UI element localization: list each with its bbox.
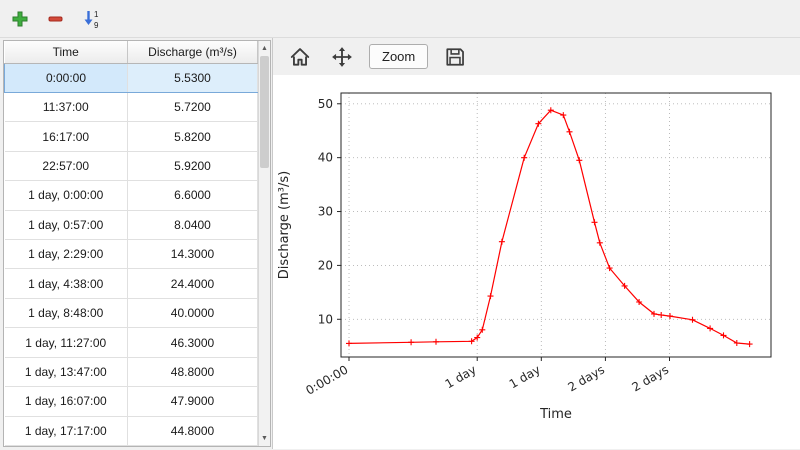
- discharge-cell[interactable]: 40.0000: [127, 298, 258, 329]
- discharge-figure: 0:00:00 1 day 1 day 2 days 2 days 10 20 30 40 50 T…: [273, 75, 800, 449]
- minus-shape: [48, 16, 63, 21]
- up-arrow-icon: ▲: [261, 45, 268, 52]
- table-row[interactable]: 11:37:00 5.7200: [4, 92, 258, 123]
- chart-x-tick-label: 1 day: [443, 362, 479, 391]
- sort-nine-label: 9: [94, 21, 99, 29]
- sort-button[interactable]: 1 9: [78, 5, 106, 33]
- time-cell[interactable]: 22:57:00: [4, 151, 128, 182]
- scrollbar-thumb[interactable]: [260, 56, 269, 168]
- time-cell[interactable]: 1 day, 2:29:00: [4, 239, 128, 270]
- discharge-cell[interactable]: 5.9200: [127, 151, 258, 182]
- chart-frame: [340, 92, 772, 358]
- discharge-cell[interactable]: 14.3000: [127, 239, 258, 270]
- save-figure-button[interactable]: [440, 42, 470, 72]
- chart-y-axis-label: Discharge (m³/s): [277, 171, 292, 279]
- scroll-up-button[interactable]: ▲: [259, 41, 270, 56]
- discharge-cell[interactable]: 5.5300: [127, 62, 258, 93]
- chart-y-tick-label: 40: [318, 151, 333, 165]
- time-cell[interactable]: 11:37:00: [4, 92, 128, 123]
- table-body: 0:00:00 5.5300 11:37:00 5.7200 16:17:00 5.820…: [4, 62, 258, 446]
- plus-icon: [12, 11, 28, 26]
- chart-svg[interactable]: 0:00:00 1 day 1 day 2 days 2 days 10 20 30 40 50 T…: [273, 75, 800, 446]
- discharge-cell[interactable]: 24.4000: [127, 268, 258, 299]
- table-row[interactable]: 1 day, 16:07:00 47.9000: [4, 386, 258, 417]
- chart-x-tick-label: 2 days: [565, 362, 606, 394]
- plot-panel: Zoom 0:00:00 1 day 1 day 2 days 2 days 10 20 30…: [272, 38, 800, 449]
- time-cell[interactable]: 1 day, 4:38:00: [4, 268, 128, 299]
- minus-icon: [48, 16, 63, 21]
- time-cell[interactable]: 0:00:00: [4, 62, 128, 93]
- save-icon: [446, 47, 465, 66]
- timeseries-table-panel: Time Discharge (m³/s) 0:00:00 5.5300 11:37…: [0, 38, 272, 449]
- chart-x-tick-label: 0:00:00: [303, 362, 350, 397]
- table-frame: Time Discharge (m³/s) 0:00:00 5.5300 11:37…: [3, 40, 271, 447]
- table-row[interactable]: 16:17:00 5.8200: [4, 121, 258, 152]
- chart-y-tick-label: 20: [318, 258, 333, 272]
- discharge-cell[interactable]: 8.0400: [127, 210, 258, 241]
- column-header-time[interactable]: Time: [4, 41, 128, 64]
- sort-arrow-head: [84, 19, 93, 25]
- sort-numeric-icon: 1 9: [84, 10, 99, 29]
- discharge-cell[interactable]: 48.8000: [127, 357, 258, 388]
- timeseries-table[interactable]: Time Discharge (m³/s) 0:00:00 5.5300 11:37…: [4, 41, 258, 446]
- table-row[interactable]: 1 day, 13:47:00 48.8000: [4, 357, 258, 388]
- table-row[interactable]: 1 day, 4:38:00 24.4000: [4, 268, 258, 299]
- discharge-cell[interactable]: 47.9000: [127, 386, 258, 417]
- time-cell[interactable]: 1 day, 0:00:00: [4, 180, 128, 211]
- table-row[interactable]: 1 day, 0:57:00 8.0400: [4, 210, 258, 241]
- table-row[interactable]: 1 day, 17:17:00 44.8000: [4, 416, 258, 446]
- scrollbar-track[interactable]: [259, 56, 270, 431]
- table-header-row: Time Discharge (m³/s): [4, 41, 258, 64]
- column-header-discharge[interactable]: Discharge (m³/s): [127, 41, 258, 64]
- discharge-cell[interactable]: 46.3000: [127, 327, 258, 358]
- table-row[interactable]: 22:57:00 5.9200: [4, 151, 258, 182]
- time-cell[interactable]: 1 day, 16:07:00: [4, 386, 128, 417]
- pan-button[interactable]: [327, 42, 357, 72]
- time-cell[interactable]: 1 day, 8:48:00: [4, 298, 128, 329]
- plot-toolbar: Zoom: [273, 38, 800, 75]
- app-toolbar: 1 9: [0, 0, 800, 38]
- time-cell[interactable]: 1 day, 13:47:00: [4, 357, 128, 388]
- table-row[interactable]: 1 day, 11:27:00 46.3000: [4, 327, 258, 358]
- chart-series-line: [348, 109, 750, 345]
- plus-shape: [12, 11, 28, 26]
- chart-x-axis-label: Time: [539, 407, 572, 422]
- time-cell[interactable]: 1 day, 0:57:00: [4, 210, 128, 241]
- zoom-button[interactable]: Zoom: [369, 44, 429, 69]
- home-icon: [290, 47, 310, 66]
- remove-row-button[interactable]: [42, 5, 70, 33]
- chart-markers: [346, 107, 753, 348]
- chart-x-tick-label: 1 day: [507, 362, 543, 391]
- discharge-cell[interactable]: 44.8000: [127, 416, 258, 446]
- chart-x-tick-label: 2 days: [630, 362, 671, 394]
- sort-one-label: 1: [94, 10, 99, 19]
- scroll-down-button[interactable]: ▼: [259, 431, 270, 446]
- home-view-button[interactable]: [285, 42, 315, 72]
- table-scrollbar[interactable]: ▲ ▼: [258, 41, 270, 446]
- pan-icon: [332, 46, 352, 67]
- chart-y-tick-label: 50: [318, 97, 333, 111]
- down-arrow-icon: ▼: [261, 435, 268, 442]
- table-row[interactable]: 0:00:00 5.5300: [4, 62, 258, 93]
- chart-y-tick-label: 30: [318, 205, 333, 219]
- table-row[interactable]: 1 day, 2:29:00 14.3000: [4, 239, 258, 270]
- table-row[interactable]: 1 day, 0:00:00 6.6000: [4, 180, 258, 211]
- time-cell[interactable]: 16:17:00: [4, 121, 128, 152]
- chart-y-tick-label: 10: [318, 312, 333, 326]
- discharge-cell[interactable]: 6.6000: [127, 180, 258, 211]
- table-row[interactable]: 1 day, 8:48:00 40.0000: [4, 298, 258, 329]
- time-cell[interactable]: 1 day, 11:27:00: [4, 327, 128, 358]
- add-row-button[interactable]: [6, 5, 34, 33]
- discharge-cell[interactable]: 5.7200: [127, 92, 258, 123]
- discharge-cell[interactable]: 5.8200: [127, 121, 258, 152]
- time-cell[interactable]: 1 day, 17:17:00: [4, 416, 128, 446]
- main-area: Time Discharge (m³/s) 0:00:00 5.5300 11:37…: [0, 38, 800, 449]
